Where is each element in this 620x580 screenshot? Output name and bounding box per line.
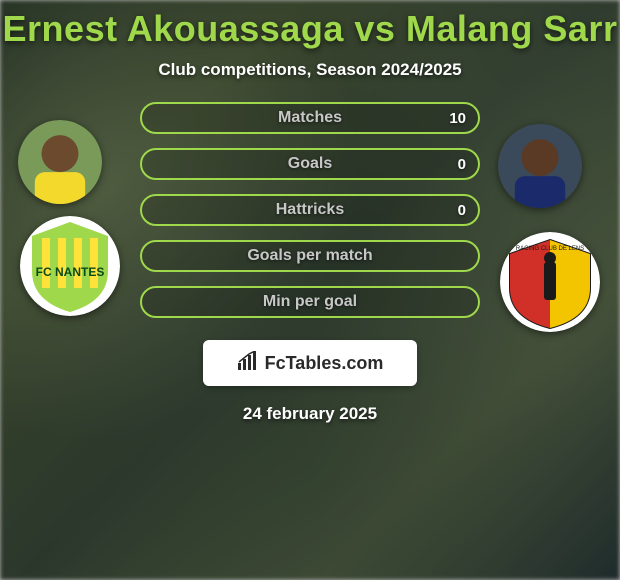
stat-label: Goals per match [247,247,372,265]
stat-label: Matches [278,109,342,127]
stat-row: Goals per match [140,240,480,272]
stat-value-right: 0 [458,202,466,219]
chart-icon [237,351,259,376]
stat-row: Matches 10 [140,102,480,134]
stat-label: Min per goal [263,293,357,311]
stat-row: Min per goal [140,286,480,318]
brand-badge: FcTables.com [203,340,417,386]
content-wrapper: Ernest Akouassaga vs Malang Sarr Club co… [0,0,620,580]
svg-text:FC NANTES: FC NANTES [36,265,105,279]
stat-label: Hattricks [276,201,344,219]
comparison-title: Ernest Akouassaga vs Malang Sarr [3,8,618,50]
player-right-club-badge: RACING CLUB DE LENS [500,232,600,332]
stat-row: Hattricks 0 [140,194,480,226]
stat-value-right: 0 [458,156,466,173]
comparison-date: 24 february 2025 [0,404,620,424]
player-left-avatar [18,120,102,204]
player-right-avatar [498,124,582,208]
comparison-subtitle: Club competitions, Season 2024/2025 [158,60,461,80]
svg-text:RACING CLUB DE LENS: RACING CLUB DE LENS [516,246,584,252]
stat-label: Goals [288,155,332,173]
player-left-club-badge: FC NANTES [20,216,120,316]
stat-value-right: 10 [449,110,466,127]
stat-row: Goals 0 [140,148,480,180]
stats-list: Matches 10 Goals 0 Hattricks 0 Goals per match… [140,102,480,318]
brand-text: FcTables.com [265,353,384,374]
